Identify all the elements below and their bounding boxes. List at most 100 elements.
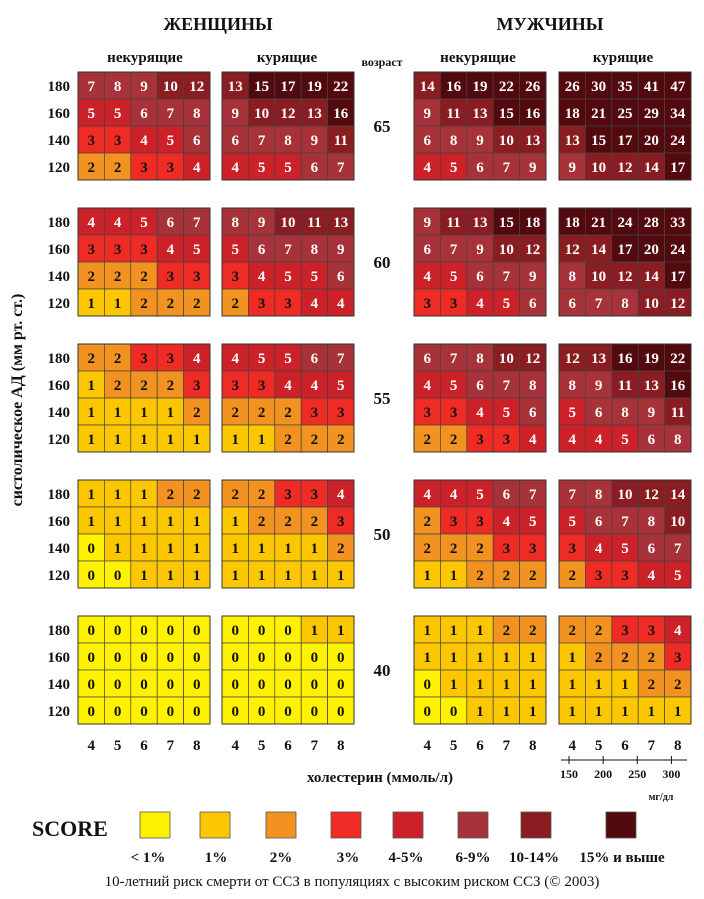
heatmap-cell (327, 152, 355, 181)
cholesterol-tick-label: 7 (648, 738, 656, 754)
heatmap-cell (77, 642, 105, 671)
cell-value: 1 (87, 296, 95, 312)
cell-value: 0 (284, 677, 292, 693)
grid-border (558, 479, 692, 589)
heatmap-cell (519, 615, 547, 644)
sbp-tick-label: 160 (48, 514, 71, 530)
heatmap-cell (130, 506, 158, 535)
cell-value: 4 (140, 133, 148, 149)
heatmap-cell (104, 71, 132, 100)
cell-value: 6 (648, 432, 656, 448)
cell-value: 9 (529, 269, 537, 285)
cell-value: 4 (231, 351, 239, 367)
cell-value: 4 (423, 269, 431, 285)
sbp-tick-label: 160 (48, 378, 71, 394)
heatmap-cell (440, 642, 468, 671)
heatmap-cell (77, 506, 105, 535)
cell-value: 15 (499, 215, 514, 231)
cell-value: 22 (670, 351, 685, 367)
heatmap-cell (183, 125, 211, 154)
cell-value: 1 (529, 704, 537, 720)
cell-value: 7 (337, 351, 345, 367)
cell-value: 0 (87, 541, 95, 557)
cell-value: 1 (450, 650, 458, 666)
heatmap-cell (637, 343, 665, 372)
cell-value: 0 (87, 677, 95, 693)
cell-value: 11 (447, 215, 461, 231)
cell-value: 2 (231, 405, 239, 421)
cell-value: 1 (140, 568, 148, 584)
heatmap-cell (664, 533, 692, 562)
cell-value: 4 (450, 487, 458, 503)
cell-value: 2 (193, 487, 201, 503)
heatmap-cell (466, 533, 494, 562)
cell-value: 13 (473, 215, 488, 231)
cell-value: 2 (114, 160, 122, 176)
heatmap-cell (413, 261, 441, 290)
heatmap-cell (611, 669, 639, 698)
cell-value: 0 (87, 623, 95, 639)
cell-value: 1 (167, 432, 175, 448)
heatmap-cell (440, 261, 468, 290)
cell-value: 4 (284, 378, 292, 394)
cell-value: 1 (284, 541, 292, 557)
cell-value: 6 (231, 133, 239, 149)
cell-value: 7 (503, 378, 511, 394)
cell-value: 22 (499, 79, 514, 95)
cell-value: 15 (254, 79, 269, 95)
cell-value: 9 (258, 215, 266, 231)
cell-value: 2 (423, 432, 431, 448)
legend-swatch (199, 811, 231, 839)
cell-value: 7 (529, 487, 537, 503)
legend-swatch (457, 811, 489, 839)
heatmap-cell (519, 234, 547, 263)
heatmap-cell (440, 98, 468, 127)
cell-value: 4 (595, 541, 603, 557)
cell-value: 18 (525, 215, 540, 231)
grid-men_smoking-age-65: 26 30 35 41 47 18 21 25 29 34 13 15 17 20 24 9 10 12 14 17 (558, 71, 692, 181)
axis-labels: 1801601401206518016014012060180160140120… (48, 79, 682, 754)
cell-value: 5 (476, 487, 484, 503)
cell-value: 14 (420, 79, 436, 95)
heatmap-cell (637, 152, 665, 181)
cell-value: 12 (565, 242, 580, 258)
cell-value: 2 (114, 378, 122, 394)
heatmap-cell (327, 125, 355, 154)
cell-value: 6 (311, 351, 319, 367)
cell-value: 12 (644, 487, 659, 503)
cell-value: 0 (87, 568, 95, 584)
cell-value: 2 (503, 623, 511, 639)
heatmap-cell (611, 234, 639, 263)
cell-value: 9 (423, 106, 431, 122)
cell-value: 5 (284, 351, 292, 367)
cell-value: 8 (648, 514, 656, 530)
men-panel-title: МУЖЧИНЫ (497, 14, 604, 34)
heatmap-cell (104, 152, 132, 181)
cell-value: 1 (114, 432, 122, 448)
cell-value: 0 (311, 650, 319, 666)
cell-value: 3 (284, 487, 292, 503)
age-label: 50 (374, 525, 391, 544)
grid-border (77, 615, 211, 725)
grid-border (77, 343, 211, 453)
cell-value: 1 (140, 405, 148, 421)
cell-value: 1 (87, 514, 95, 530)
cholesterol-tick-label: 4 (423, 738, 431, 754)
cell-value: 6 (423, 242, 431, 258)
cell-value: 4 (674, 623, 682, 639)
heatmap-cell (466, 397, 494, 426)
cell-value: 12 (565, 351, 580, 367)
grid-men_nonsmoking-age-60: 9 11 13 15 18 6 7 9 10 12 4 5 6 7 9 3 3 4 5 6 (413, 207, 547, 317)
legend-swatch (139, 811, 171, 839)
cell-value: 16 (446, 79, 462, 95)
cell-value: 8 (193, 106, 201, 122)
cell-value: 2 (503, 568, 511, 584)
heatmap-cell (104, 533, 132, 562)
cell-value: 2 (284, 514, 292, 530)
heatmap-cell (248, 696, 276, 725)
cell-value: 4 (476, 405, 484, 421)
cell-value: 0 (258, 704, 266, 720)
heatmap-cell (183, 98, 211, 127)
grid-border (221, 343, 355, 453)
cell-value: 1 (423, 568, 431, 584)
